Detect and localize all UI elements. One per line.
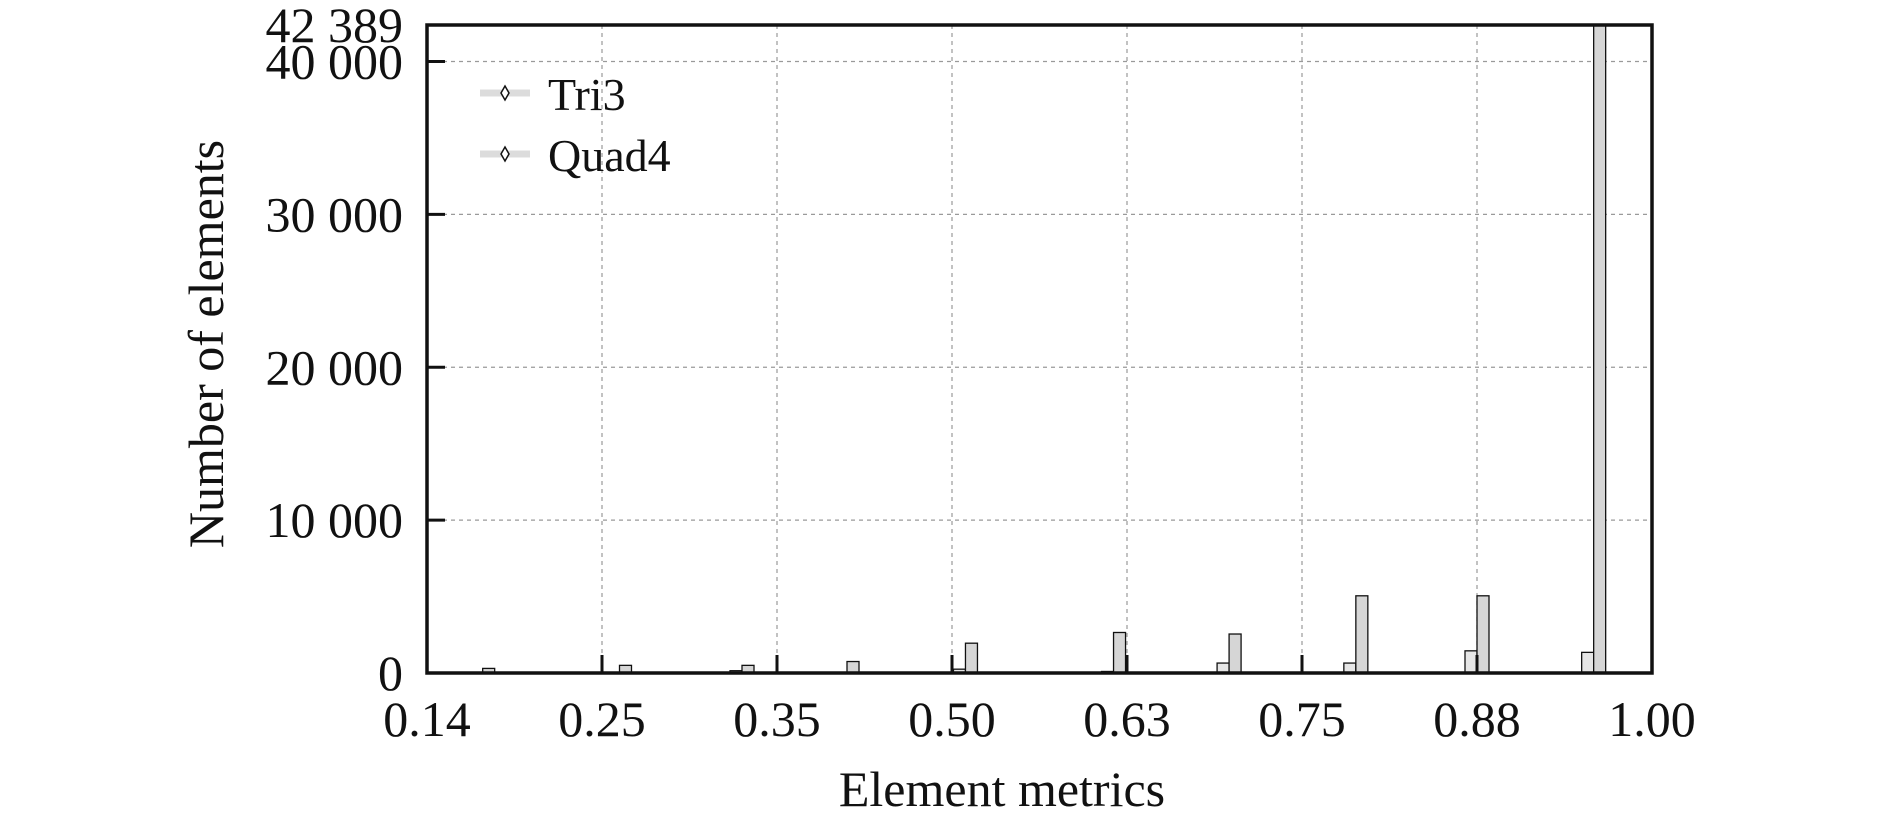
y-tick-label: 40 000: [266, 34, 404, 90]
legend: Tri3 Quad4: [480, 69, 671, 181]
x-tick-label: 0.50: [908, 691, 996, 747]
plot-frame: [425, 23, 1654, 675]
legend-item-quad4: Quad4: [480, 130, 671, 181]
x-tick-label: 0.88: [1433, 691, 1521, 747]
legend-label-quad4: Quad4: [548, 130, 671, 181]
axes-layer: [425, 23, 1654, 675]
bar-quad4: [964, 642, 979, 674]
y-tick-label: 10 000: [266, 492, 404, 548]
bar-quad4: [1476, 595, 1490, 674]
x-tick-label: 1.00: [1608, 691, 1696, 747]
legend-label-tri3: Tri3: [548, 69, 626, 120]
legend-marker-tri3: [500, 84, 510, 102]
y-tick-label: 30 000: [266, 186, 404, 242]
x-tick-label: 0.63: [1083, 691, 1171, 747]
x-tick-label: 0.14: [383, 691, 471, 747]
grid-layer: [427, 25, 1652, 673]
bar-quad4: [1355, 595, 1369, 674]
y-tick-label: 20 000: [266, 339, 404, 395]
ticks-layer: 0.14 0.25 0.35 0.50 0.63 0.75 0.88 1.00 0 10 000 2…: [266, 0, 1696, 747]
x-tick-label: 0.75: [1258, 691, 1346, 747]
bar-quad4: [1593, 24, 1607, 674]
y-axis-title: Number of elements: [178, 140, 234, 548]
bar-tri3: [1581, 651, 1595, 674]
legend-marker-quad4: [500, 145, 510, 163]
y-tick-label: 0: [378, 645, 403, 701]
x-axis-title: Element metrics: [839, 761, 1165, 810]
x-tick-label: 0.25: [558, 691, 646, 747]
bar-tri3: [1464, 650, 1478, 674]
y-tick-label: 42 389: [266, 0, 404, 53]
legend-item-tri3: Tri3: [480, 69, 626, 120]
bar-quad4: [1112, 631, 1127, 674]
x-tick-label: 0.35: [733, 691, 821, 747]
bar-quad4: [1228, 633, 1242, 674]
bars-layer: [482, 24, 1607, 674]
